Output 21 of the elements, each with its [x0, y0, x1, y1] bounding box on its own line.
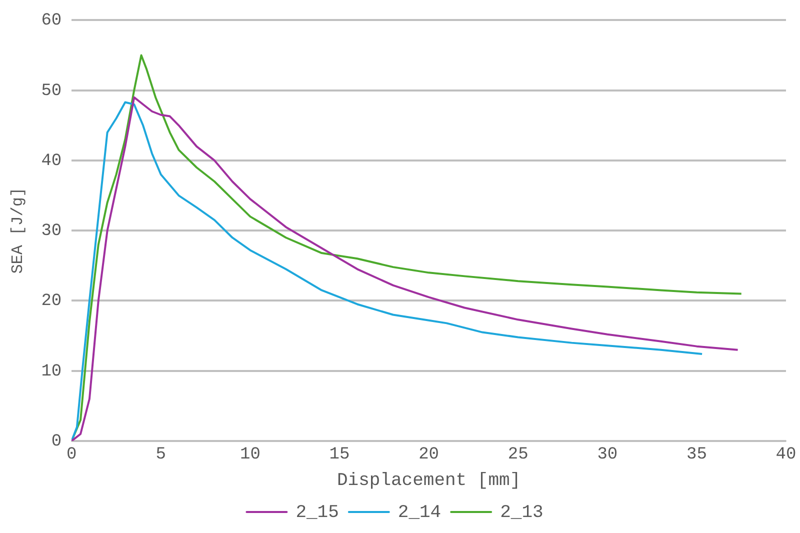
y-tick-label: 40 [41, 152, 62, 171]
x-axis-title: Displacement [mm] [336, 470, 521, 491]
legend-label: 2_14 [398, 502, 442, 523]
x-tick-label: 25 [508, 446, 528, 465]
y-tick-label: 50 [41, 82, 62, 101]
x-tick-label: 20 [418, 446, 440, 465]
x-tick-label: 10 [240, 446, 260, 465]
y-axis-title: SEA [J/g] [8, 187, 27, 274]
y-tick-label: 20 [41, 292, 62, 312]
x-tick-label: 15 [329, 446, 350, 465]
y-tick-label: 0 [51, 432, 62, 452]
legend-label: 2_15 [296, 502, 339, 523]
legend-label: 2_13 [500, 502, 544, 523]
x-tick-label: 30 [597, 446, 618, 465]
x-tick-label: 35 [686, 446, 707, 465]
y-tick-label: 60 [41, 12, 62, 31]
x-tick-label: 5 [156, 446, 166, 465]
x-tick-label: 40 [776, 446, 796, 465]
x-tick-label: 0 [66, 446, 77, 465]
y-tick-label: 30 [41, 222, 62, 242]
y-tick-label: 10 [41, 362, 62, 382]
